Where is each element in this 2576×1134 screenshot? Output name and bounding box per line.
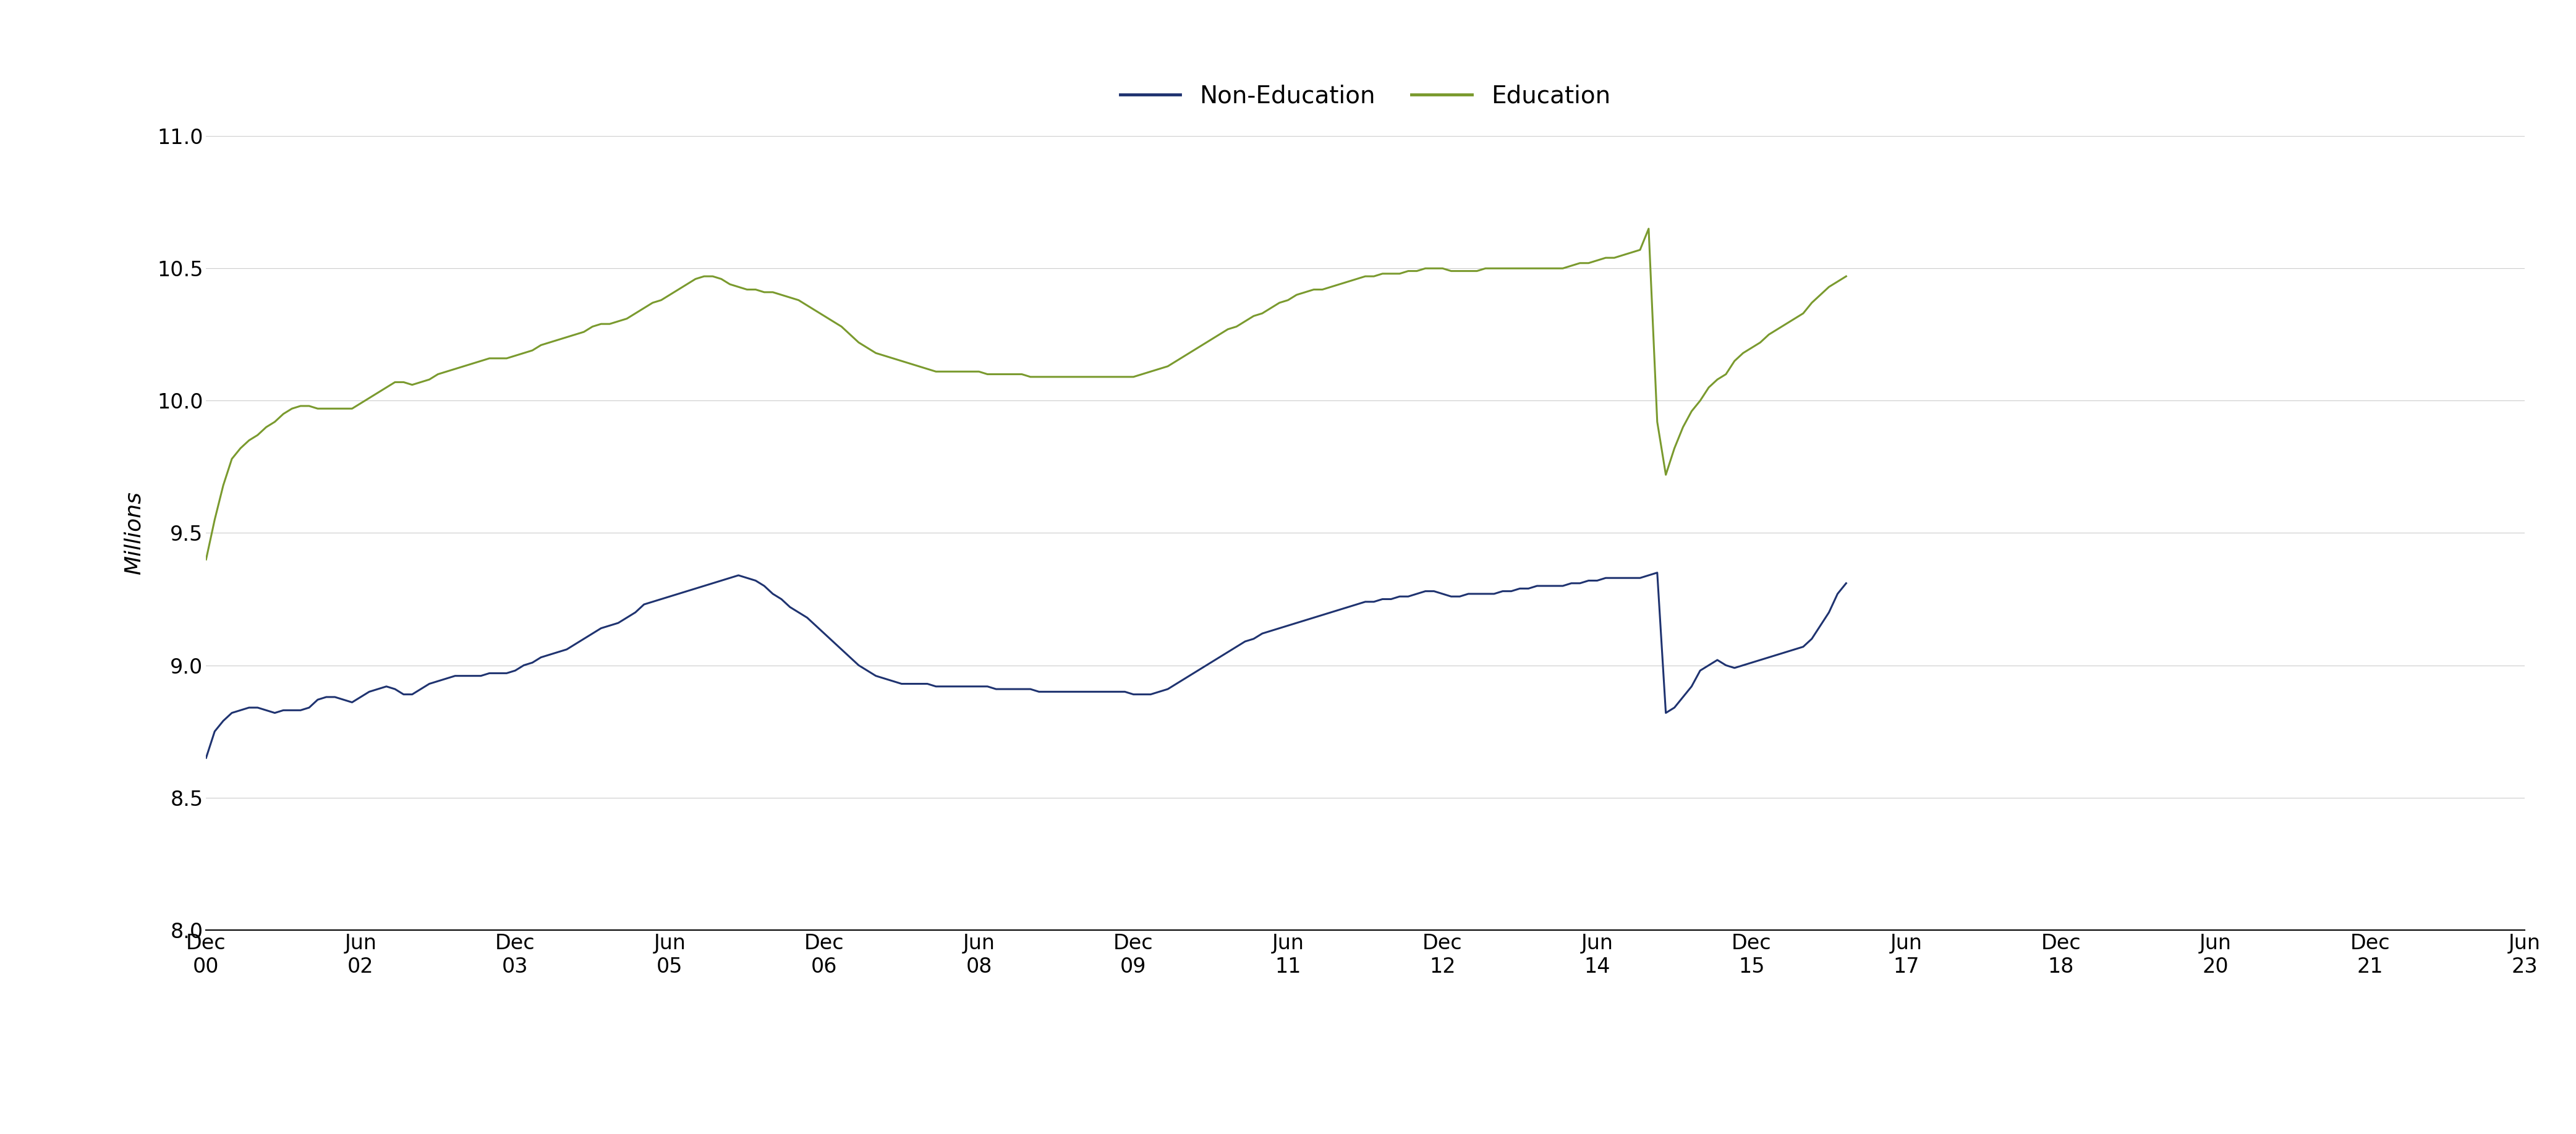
- Education: [191, 552, 222, 566]
- Line: Education: Education: [206, 229, 1847, 559]
- Non-Education: [853, 663, 884, 677]
- Non-Education: [191, 751, 222, 764]
- Education: [389, 375, 420, 389]
- Education: [868, 349, 899, 363]
- Non-Education: [868, 671, 899, 685]
- Y-axis label: Millions: Millions: [124, 491, 144, 575]
- Line: Non-Education: Non-Education: [206, 573, 1847, 758]
- Non-Education: [1641, 566, 1672, 579]
- Non-Education: [1832, 576, 1862, 590]
- Non-Education: [389, 687, 420, 701]
- Education: [1015, 370, 1046, 383]
- Education: [853, 341, 884, 355]
- Education: [1221, 320, 1252, 333]
- Non-Education: [1015, 683, 1046, 696]
- Non-Education: [1221, 640, 1252, 653]
- Education: [1832, 270, 1862, 284]
- Education: [1126, 367, 1157, 381]
- Education: [1633, 222, 1664, 236]
- Legend: Non-Education, Education: Non-Education, Education: [1121, 85, 1610, 108]
- Non-Education: [1126, 687, 1157, 701]
